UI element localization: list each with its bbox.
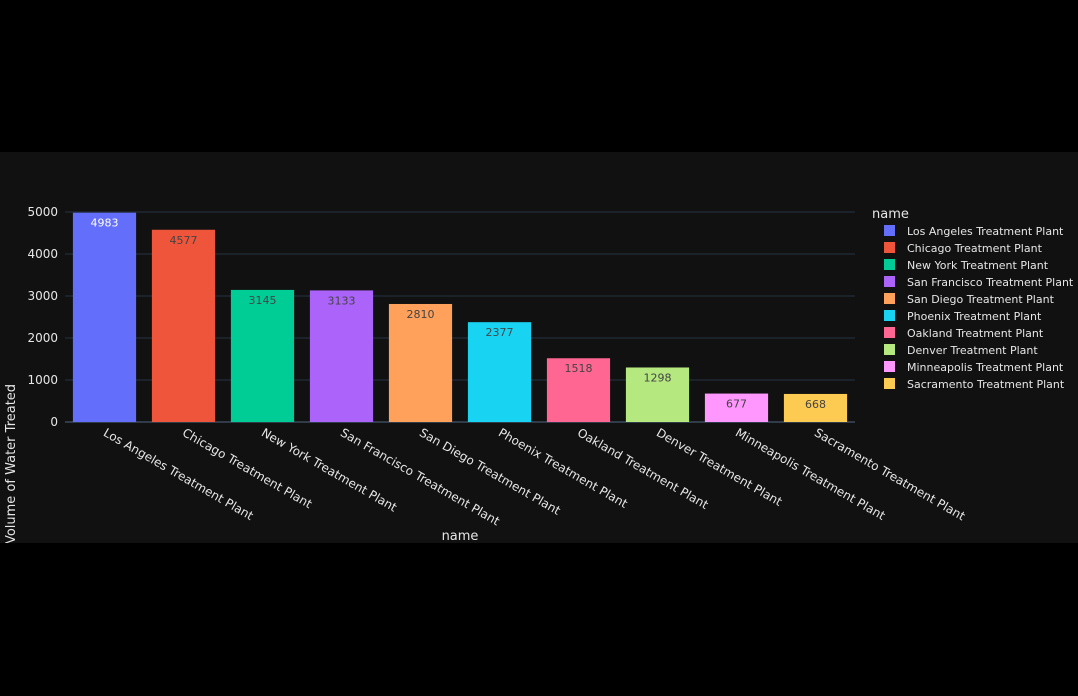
bar-value-label: 3133 bbox=[328, 294, 356, 307]
bar bbox=[625, 367, 690, 422]
bar bbox=[388, 303, 453, 422]
y-axis-ticks: 0 1000 2000 3000 4000 5000 bbox=[27, 205, 58, 429]
legend-item[interactable]: Minneapolis Treatment Plant bbox=[884, 361, 1064, 374]
x-tick-label: Los Angeles Treatment Plant bbox=[101, 425, 256, 523]
bar-value-label: 4983 bbox=[91, 217, 119, 230]
legend-item[interactable]: Sacramento Treatment Plant bbox=[884, 378, 1065, 391]
bar-value-label: 2810 bbox=[407, 308, 435, 321]
y-tick-label: 1000 bbox=[27, 373, 58, 387]
legend-item[interactable]: New York Treatment Plant bbox=[884, 259, 1049, 272]
legend-swatch bbox=[884, 327, 895, 338]
x-tick-label: Phoenix Treatment Plant bbox=[496, 425, 630, 511]
legend[interactable]: Los Angeles Treatment Plant Chicago Treat… bbox=[884, 225, 1074, 391]
bar bbox=[309, 290, 374, 422]
bar bbox=[783, 393, 848, 422]
legend-swatch bbox=[884, 378, 895, 389]
legend-label: New York Treatment Plant bbox=[907, 259, 1049, 272]
legend-swatch bbox=[884, 242, 895, 253]
legend-item[interactable]: Phoenix Treatment Plant bbox=[884, 310, 1042, 323]
legend-label: Sacramento Treatment Plant bbox=[907, 378, 1065, 391]
legend-label: San Francisco Treatment Plant bbox=[907, 276, 1074, 289]
x-tick-label: Oakland Treatment Plant bbox=[575, 425, 711, 512]
x-tick-label: San Francisco Treatment Plant bbox=[338, 425, 502, 528]
bar bbox=[230, 289, 295, 422]
legend-item[interactable]: San Francisco Treatment Plant bbox=[884, 276, 1074, 289]
bar bbox=[546, 358, 611, 422]
y-tick-label: 4000 bbox=[27, 247, 58, 261]
legend-swatch bbox=[884, 225, 895, 236]
legend-label: Oakland Treatment Plant bbox=[907, 327, 1044, 340]
x-tick-label: Denver Treatment Plant bbox=[654, 425, 785, 509]
legend-item[interactable]: Denver Treatment Plant bbox=[884, 344, 1038, 357]
legend-swatch bbox=[884, 293, 895, 304]
bar-value-label: 1298 bbox=[644, 371, 672, 384]
bar-value-label: 668 bbox=[805, 398, 826, 411]
bar-value-label: 2377 bbox=[486, 326, 514, 339]
legend-label: San Diego Treatment Plant bbox=[907, 293, 1055, 306]
legend-label: Phoenix Treatment Plant bbox=[907, 310, 1042, 323]
y-tick-label: 2000 bbox=[27, 331, 58, 345]
x-axis-title: name bbox=[442, 529, 479, 543]
bars bbox=[72, 212, 848, 422]
bar bbox=[151, 229, 216, 422]
x-tick-label: Sacramento Treatment Plant bbox=[812, 425, 968, 523]
y-tick-label: 0 bbox=[50, 415, 58, 429]
legend-swatch bbox=[884, 276, 895, 287]
bar bbox=[467, 322, 532, 422]
y-tick-label: 5000 bbox=[27, 205, 58, 219]
legend-swatch bbox=[884, 361, 895, 372]
bar-value-label: 4577 bbox=[170, 234, 198, 247]
bar-chart: 4983 4577 3145 3133 2810 2377 1518 1298 677 668 0… bbox=[4, 205, 1074, 543]
legend-swatch bbox=[884, 310, 895, 321]
y-axis-title: Volume of Water Treated bbox=[4, 384, 19, 543]
chart-panel: 4983 4577 3145 3133 2810 2377 1518 1298 677 668 0… bbox=[0, 152, 1078, 543]
x-tick-label: Chicago Treatment Plant bbox=[180, 425, 315, 511]
legend-swatch bbox=[884, 259, 895, 270]
legend-item[interactable]: Oakland Treatment Plant bbox=[884, 327, 1044, 340]
legend-label: Minneapolis Treatment Plant bbox=[907, 361, 1064, 374]
x-tick-label: San Diego Treatment Plant bbox=[417, 425, 563, 517]
legend-item[interactable]: Los Angeles Treatment Plant bbox=[884, 225, 1064, 238]
legend-title: name bbox=[872, 207, 909, 222]
bar bbox=[72, 212, 137, 422]
legend-label: Denver Treatment Plant bbox=[907, 344, 1038, 357]
bar-labels: 4983 4577 3145 3133 2810 2377 1518 1298 677 668 bbox=[91, 217, 827, 411]
y-tick-label: 3000 bbox=[27, 289, 58, 303]
bar-value-label: 3145 bbox=[249, 294, 277, 307]
bar-value-label: 1518 bbox=[565, 362, 593, 375]
legend-item[interactable]: Chicago Treatment Plant bbox=[884, 242, 1043, 255]
legend-label: Los Angeles Treatment Plant bbox=[907, 225, 1064, 238]
legend-swatch bbox=[884, 344, 895, 355]
x-tick-label: New York Treatment Plant bbox=[259, 425, 400, 514]
bar-value-label: 677 bbox=[726, 398, 747, 411]
x-tick-label: Minneapolis Treatment Plant bbox=[733, 425, 888, 522]
legend-item[interactable]: San Diego Treatment Plant bbox=[884, 293, 1055, 306]
bar bbox=[704, 393, 769, 422]
legend-label: Chicago Treatment Plant bbox=[907, 242, 1043, 255]
